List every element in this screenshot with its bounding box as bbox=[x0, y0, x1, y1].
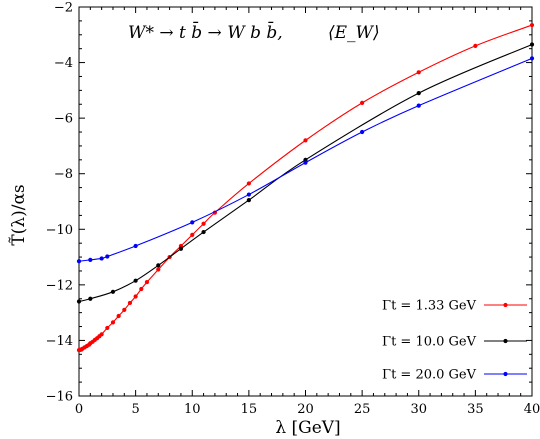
data-point bbox=[110, 320, 116, 325]
legend-marker bbox=[503, 338, 508, 344]
data-point bbox=[178, 246, 184, 251]
tick-labels: 0 5 10 15 20 25 30 35 40 −16 −14 −12 −10 −8 −6 −4 −2 bbox=[46, 1, 540, 418]
data-point bbox=[76, 299, 82, 304]
data-point bbox=[201, 221, 206, 226]
data-point bbox=[303, 160, 308, 165]
x-tick-label: 20 bbox=[297, 402, 314, 417]
y-tick-label: −8 bbox=[54, 167, 73, 182]
legend-label: Γt = 10.0 GeV bbox=[382, 335, 477, 350]
data-point bbox=[156, 263, 161, 268]
data-point bbox=[110, 289, 116, 294]
legend-label: Γt = 20.0 GeV bbox=[382, 368, 477, 383]
data-point bbox=[190, 220, 195, 225]
plot-frame bbox=[78, 6, 533, 397]
legend-marker bbox=[503, 302, 508, 308]
legend-label: Γt = 1.33 GeV bbox=[382, 299, 477, 314]
chart-annotation: ⟨E_W⟩ bbox=[328, 23, 380, 43]
data-point bbox=[529, 42, 535, 47]
x-tick-label: 25 bbox=[354, 402, 371, 417]
data-point bbox=[76, 259, 82, 264]
data-point bbox=[127, 300, 133, 306]
data-point bbox=[105, 254, 110, 259]
data-point bbox=[122, 307, 127, 312]
data-point bbox=[105, 325, 110, 331]
data-point bbox=[416, 91, 421, 96]
x-tick-label: 15 bbox=[241, 402, 258, 417]
data-point bbox=[246, 192, 251, 197]
data-point bbox=[99, 332, 104, 337]
data-point bbox=[156, 267, 161, 272]
x-tick-label: 10 bbox=[184, 402, 201, 417]
series-layer bbox=[76, 22, 535, 353]
data-point bbox=[303, 138, 308, 143]
data-point bbox=[473, 43, 478, 49]
x-tick-label: 40 bbox=[524, 402, 540, 417]
data-point bbox=[139, 286, 144, 292]
data-point bbox=[201, 229, 206, 235]
data-point bbox=[360, 100, 365, 105]
data-point bbox=[246, 181, 251, 186]
data-point bbox=[529, 22, 535, 28]
data-point bbox=[133, 278, 138, 283]
data-point bbox=[416, 103, 421, 108]
y-tick-label: −14 bbox=[46, 334, 73, 349]
x-tick-label: 5 bbox=[131, 402, 139, 417]
data-point bbox=[144, 279, 150, 285]
y-tick-label: −12 bbox=[46, 278, 73, 293]
legend: Γt = 1.33 GeV Γt = 10.0 GeV Γt = 20.0 GeV bbox=[382, 299, 527, 383]
x-axis-label: λ [GeV] bbox=[275, 418, 340, 438]
data-point bbox=[116, 313, 121, 319]
y-tick-label: −10 bbox=[46, 223, 73, 238]
data-point bbox=[529, 56, 535, 61]
data-point bbox=[88, 257, 93, 262]
y-tick-label: −6 bbox=[54, 112, 73, 127]
y-tick-label: −2 bbox=[54, 1, 73, 16]
data-point bbox=[246, 198, 251, 203]
y-tick-label: −16 bbox=[46, 390, 73, 405]
data-point bbox=[360, 129, 365, 135]
legend-marker bbox=[503, 371, 508, 377]
data-point bbox=[416, 70, 421, 75]
data-point bbox=[190, 232, 195, 237]
chart-title: W* → t b̄ → W b b̄, bbox=[128, 20, 283, 43]
y-tick-label: −4 bbox=[54, 56, 73, 71]
data-point bbox=[99, 256, 104, 261]
data-point bbox=[133, 243, 138, 249]
data-point bbox=[88, 296, 93, 301]
x-tick-label: 0 bbox=[75, 402, 83, 417]
series-line-2 bbox=[78, 44, 533, 303]
data-point bbox=[133, 294, 138, 299]
x-tick-label: 30 bbox=[410, 402, 427, 417]
x-tick-label: 35 bbox=[467, 402, 484, 417]
y-axis-label: T̃(λ)/αs bbox=[9, 184, 29, 245]
